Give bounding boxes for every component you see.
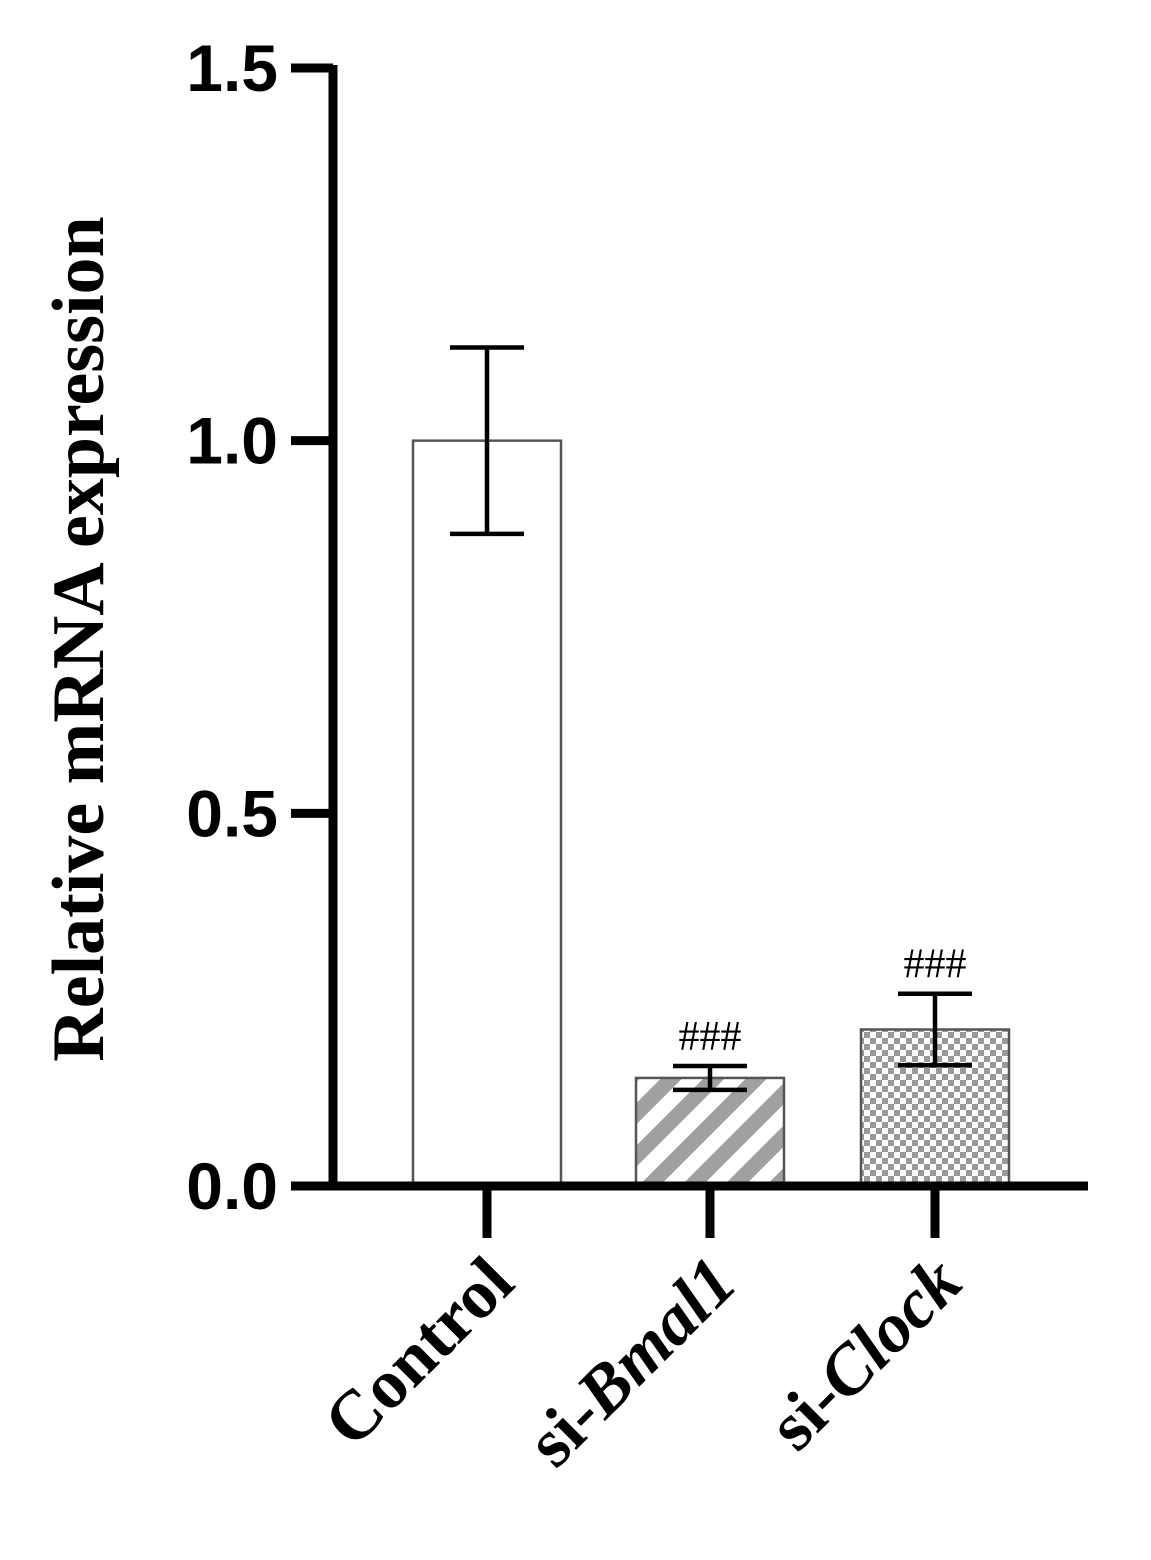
y-tick-label: 0.5	[186, 776, 278, 850]
significance-annotation: ###	[679, 1014, 742, 1060]
error-bar-si-bmal1	[673, 1063, 747, 1093]
y-tick-label: 1.5	[186, 31, 278, 105]
y-tick-label: 1.0	[186, 404, 278, 478]
significance-annotation: ###	[904, 942, 967, 988]
x-tick-label-si-clock: si-Clock	[754, 1243, 976, 1465]
y-tick-label: 0.0	[186, 1149, 278, 1223]
bar-si-bmal1	[634, 1076, 786, 1188]
x-tick-label-control: Control	[310, 1243, 529, 1462]
bar-control	[411, 439, 563, 1188]
error-bar-si-clock	[898, 991, 972, 1068]
error-bar-control	[450, 345, 524, 537]
x-tick-label-si-bmal1: si-Bmal1	[513, 1243, 752, 1482]
y-axis-label: Relative mRNA expression	[38, 216, 120, 1061]
